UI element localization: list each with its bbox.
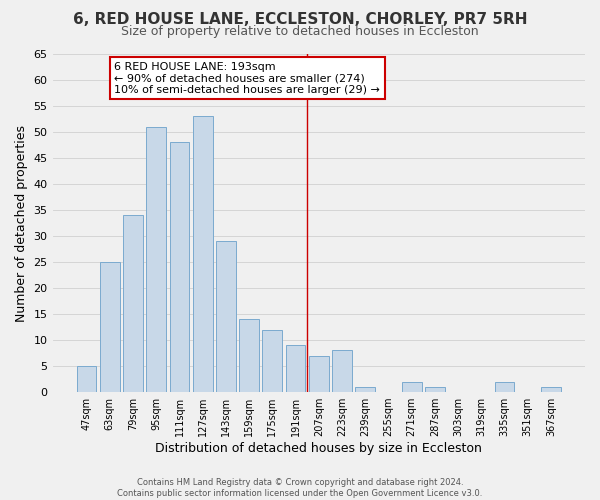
Bar [402, 382, 422, 392]
Bar [355, 387, 375, 392]
Bar [100, 262, 119, 392]
Bar [216, 241, 236, 392]
Bar [193, 116, 212, 392]
Bar [170, 142, 190, 392]
Bar [262, 330, 282, 392]
Bar [286, 346, 305, 392]
Bar [541, 387, 561, 392]
Bar [332, 350, 352, 392]
Bar [425, 387, 445, 392]
Bar [239, 320, 259, 392]
Bar [309, 356, 329, 392]
Y-axis label: Number of detached properties: Number of detached properties [15, 124, 28, 322]
Bar [494, 382, 514, 392]
Text: Contains HM Land Registry data © Crown copyright and database right 2024.
Contai: Contains HM Land Registry data © Crown c… [118, 478, 482, 498]
Text: 6 RED HOUSE LANE: 193sqm
← 90% of detached houses are smaller (274)
10% of semi-: 6 RED HOUSE LANE: 193sqm ← 90% of detach… [115, 62, 380, 95]
Bar [146, 127, 166, 392]
X-axis label: Distribution of detached houses by size in Eccleston: Distribution of detached houses by size … [155, 442, 482, 455]
Text: 6, RED HOUSE LANE, ECCLESTON, CHORLEY, PR7 5RH: 6, RED HOUSE LANE, ECCLESTON, CHORLEY, P… [73, 12, 527, 28]
Bar [77, 366, 97, 392]
Bar [123, 215, 143, 392]
Text: Size of property relative to detached houses in Eccleston: Size of property relative to detached ho… [121, 25, 479, 38]
